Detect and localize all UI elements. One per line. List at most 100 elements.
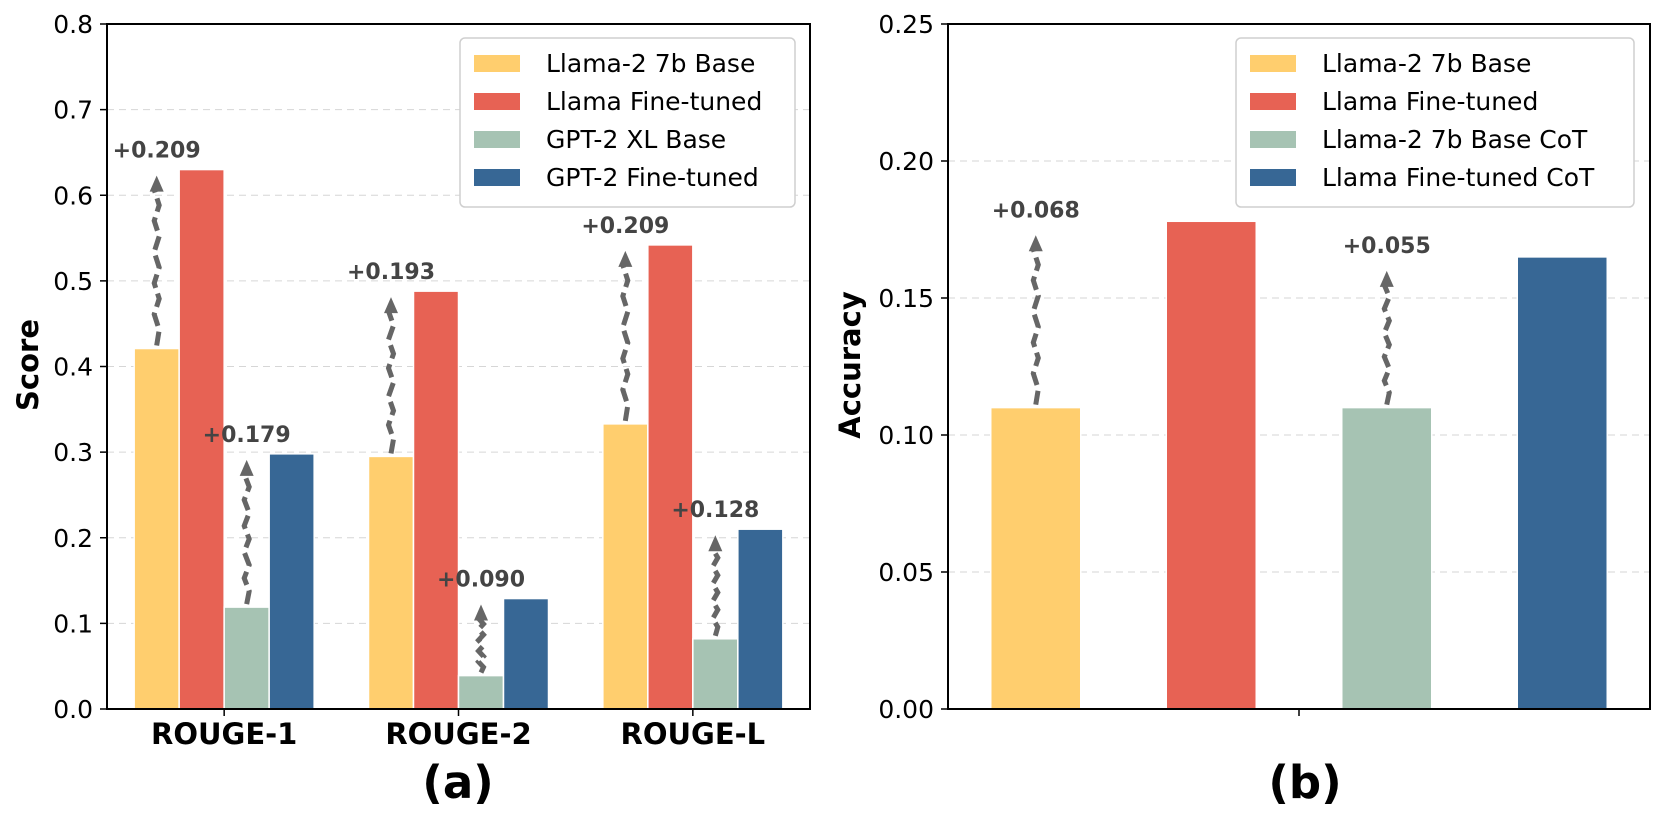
panel-label-b: (b) bbox=[1268, 756, 1341, 809]
plot-frame bbox=[947, 23, 1651, 710]
y-tick-label: 0.25 bbox=[878, 10, 934, 39]
arrow-shaft bbox=[620, 264, 631, 422]
y-tick-label: 0.8 bbox=[53, 10, 93, 39]
delta-label: +0.068 bbox=[992, 198, 1080, 223]
arrow-head bbox=[149, 175, 164, 192]
legend-item: Llama Fine-tuned bbox=[1250, 87, 1538, 116]
legend-frame bbox=[459, 37, 796, 208]
bar bbox=[1165, 220, 1257, 710]
delta-label: +0.128 bbox=[671, 498, 759, 523]
bar bbox=[1341, 406, 1433, 710]
bar bbox=[692, 638, 739, 710]
plot-frame bbox=[106, 23, 811, 710]
y-tick-label: 0.6 bbox=[53, 181, 93, 210]
delta-arrow bbox=[384, 297, 398, 454]
legend-label: Llama-2 7b Base bbox=[546, 49, 755, 78]
bar bbox=[268, 453, 315, 710]
legend-swatch bbox=[1250, 169, 1296, 186]
bar bbox=[647, 244, 694, 710]
legend-label: GPT-2 Fine-tuned bbox=[546, 163, 759, 192]
legend-item: GPT-2 Fine-tuned bbox=[474, 163, 759, 192]
y-tick-label: 0.5 bbox=[53, 267, 93, 296]
legend-item: GPT-2 XL Base bbox=[474, 125, 726, 154]
arrow-head bbox=[1379, 270, 1394, 287]
legend-label: Llama-2 7b Base CoT bbox=[1322, 125, 1588, 154]
y-tick-label: 0.2 bbox=[53, 524, 93, 553]
legend-swatch bbox=[474, 55, 520, 72]
arrow-head bbox=[708, 535, 723, 552]
legend-label: Llama Fine-tuned CoT bbox=[1322, 163, 1595, 192]
bar bbox=[223, 606, 270, 710]
arrow-head bbox=[1028, 235, 1043, 252]
arrow-head bbox=[384, 297, 398, 314]
delta-label: +0.090 bbox=[437, 568, 525, 593]
chart-panel-a: +0.209 +0.179 +0.193 +0.090 +0.209 +0.128 0.0… bbox=[11, 10, 811, 809]
arrow-shaft bbox=[1381, 283, 1393, 406]
bar bbox=[133, 347, 180, 710]
y-tick-label: 0.0 bbox=[53, 695, 93, 724]
bar bbox=[602, 423, 649, 710]
arrow-shaft bbox=[151, 188, 162, 346]
x-tick-label: ROUGE-L bbox=[620, 717, 765, 751]
delta-label: +0.193 bbox=[347, 260, 435, 285]
y-tick-label: 0.00 bbox=[878, 695, 934, 724]
delta-arrow bbox=[618, 250, 633, 422]
chart-panel-b: +0.068 +0.055 0.00 0.05 0.10 0.15 0.20 0.25 Ll… bbox=[833, 10, 1651, 809]
legend-swatch bbox=[474, 93, 520, 110]
delta-arrow bbox=[1028, 235, 1043, 406]
delta-label: +0.209 bbox=[581, 214, 669, 239]
panel-label-a: (a) bbox=[422, 756, 494, 809]
legend-swatch bbox=[1250, 131, 1296, 148]
bar bbox=[737, 528, 784, 710]
legend-label: Llama Fine-tuned bbox=[546, 87, 762, 116]
y-tick-label: 0.05 bbox=[878, 558, 934, 587]
arrow-head bbox=[239, 459, 254, 476]
arrow-shaft bbox=[475, 616, 487, 674]
arrow-head bbox=[474, 604, 488, 621]
delta-arrow bbox=[149, 175, 164, 346]
arrow-shaft bbox=[1030, 248, 1041, 406]
legend-item: Llama Fine-tuned CoT bbox=[1250, 163, 1595, 192]
y-axis-title: Accuracy bbox=[833, 291, 867, 439]
arrow-shaft bbox=[241, 472, 252, 605]
bar bbox=[457, 674, 505, 710]
legend-swatch bbox=[1250, 55, 1296, 72]
delta-arrow bbox=[474, 604, 488, 674]
legend-swatch bbox=[1250, 93, 1296, 110]
legend-item: Llama-2 7b Base bbox=[474, 49, 755, 78]
y-tick-label: 0.1 bbox=[53, 609, 93, 638]
bar bbox=[178, 168, 225, 710]
legend-swatch bbox=[474, 131, 520, 148]
y-tick-label: 0.15 bbox=[878, 284, 934, 313]
arrow-head bbox=[618, 250, 633, 267]
delta-label: +0.179 bbox=[203, 423, 291, 448]
bar bbox=[502, 597, 550, 710]
legend-label: GPT-2 XL Base bbox=[546, 125, 726, 154]
y-tick-label: 0.7 bbox=[53, 96, 93, 125]
legend-item: Llama-2 7b Base CoT bbox=[1250, 125, 1588, 154]
bar bbox=[367, 455, 415, 710]
y-tick-label: 0.10 bbox=[878, 421, 934, 450]
bar bbox=[1516, 256, 1608, 710]
delta-arrow bbox=[239, 459, 254, 605]
legend-item: Llama Fine-tuned bbox=[474, 87, 762, 116]
arrow-shaft bbox=[709, 547, 721, 637]
legend-label: Llama-2 7b Base bbox=[1322, 49, 1531, 78]
y-axis-title: Score bbox=[11, 319, 45, 411]
legend-swatch bbox=[474, 169, 520, 186]
delta-label: +0.055 bbox=[1343, 234, 1431, 259]
x-tick-label: ROUGE-1 bbox=[151, 717, 297, 751]
legend-label: Llama Fine-tuned bbox=[1322, 87, 1538, 116]
delta-arrow bbox=[1379, 270, 1394, 406]
bar bbox=[412, 290, 460, 710]
y-tick-label: 0.20 bbox=[878, 147, 934, 176]
bar bbox=[990, 406, 1082, 710]
legend-frame bbox=[1235, 37, 1635, 208]
delta-arrow bbox=[708, 535, 723, 637]
y-tick-label: 0.4 bbox=[53, 353, 93, 382]
y-tick-label: 0.3 bbox=[53, 438, 93, 467]
arrow-shaft bbox=[385, 310, 397, 454]
delta-label: +0.209 bbox=[113, 139, 201, 164]
x-tick-label: ROUGE-2 bbox=[385, 717, 531, 751]
